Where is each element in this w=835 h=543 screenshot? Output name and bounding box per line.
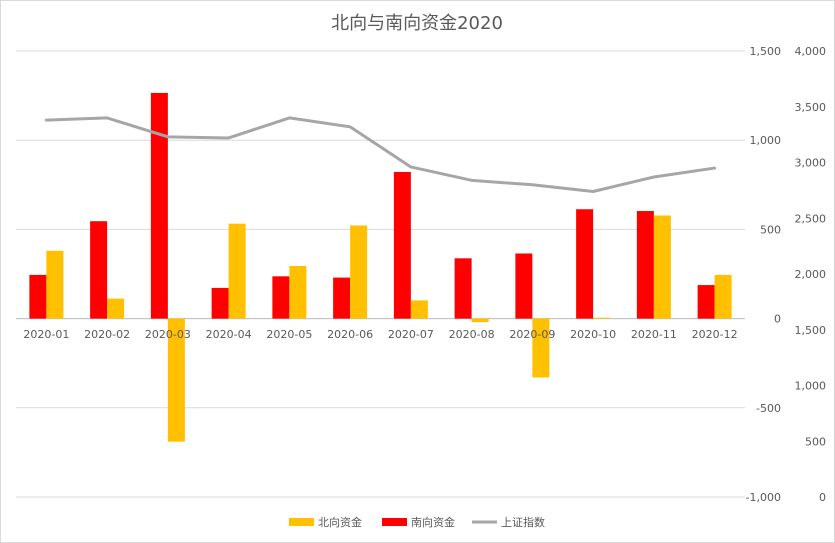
category-label: 2020-06 xyxy=(327,328,373,341)
north-bound-bar xyxy=(532,318,550,378)
north-bound-bar xyxy=(410,300,428,319)
category-label: 2020-10 xyxy=(570,328,616,341)
right-axis-tick-label: 2,500 xyxy=(795,212,827,225)
left-axis-tick-label: 1,000 xyxy=(750,134,782,147)
left-axis-tick-label: 500 xyxy=(760,223,781,236)
left-axis: -1,000 -500 0 500 1,000 1,500 xyxy=(746,45,781,504)
x-axis: 2020-01 2020-02 2020-03 2020-04 2020-05 2020-… xyxy=(23,328,737,341)
right-axis-tick-label: 3,500 xyxy=(795,101,827,114)
index-line xyxy=(44,116,717,193)
north-bound-bar xyxy=(167,318,185,442)
legend[interactable]: 北向资金 南向资金 上证指数 xyxy=(289,515,545,529)
north-bound-bar xyxy=(46,250,64,319)
category-label: 2020-03 xyxy=(145,328,191,341)
grid xyxy=(16,50,745,498)
legend-swatch xyxy=(289,518,314,526)
legend-swatch xyxy=(382,518,407,526)
north-bound-bar xyxy=(714,274,732,319)
legend-label: 上证指数 xyxy=(501,515,545,529)
legend-label: 南向资金 xyxy=(411,515,455,529)
north-bound-bar xyxy=(593,317,611,319)
south-bound-bar xyxy=(29,274,47,319)
left-axis-tick-label: 0 xyxy=(774,313,781,326)
category-label: 2020-07 xyxy=(388,328,434,341)
north-bound-bar xyxy=(107,298,125,319)
right-axis-tick-label: 500 xyxy=(805,435,826,448)
chart-title: 北向与南向资金2020 xyxy=(331,13,503,34)
right-axis-tick-label: 1,500 xyxy=(795,324,827,337)
north-bound-bar xyxy=(228,223,246,319)
south-bound-bar xyxy=(272,276,290,319)
left-axis-tick-label: -500 xyxy=(756,402,781,415)
right-axis-tick-label: 2,000 xyxy=(795,268,827,281)
south-bound-bar xyxy=(697,285,715,319)
right-axis-tick-label: 3,000 xyxy=(795,157,827,170)
category-label: 2020-02 xyxy=(84,328,130,341)
legend-label: 北向资金 xyxy=(318,515,362,529)
category-label: 2020-09 xyxy=(509,328,555,341)
right-axis: 0 500 1,000 1,500 2,000 2,500 3,000 3,500 4,000 xyxy=(795,45,827,504)
north-bound-bar xyxy=(471,318,489,323)
category-label: 2020-05 xyxy=(266,328,312,341)
south-bound-bar xyxy=(150,92,168,319)
category-label: 2020-04 xyxy=(206,328,252,341)
category-label: 2020-11 xyxy=(631,328,677,341)
south-bound-bar xyxy=(636,211,654,319)
right-axis-tick-label: 1,000 xyxy=(795,380,827,393)
right-axis-tick-label: 0 xyxy=(819,491,826,504)
south-bound-bar xyxy=(333,277,351,319)
south-bound-bar xyxy=(576,209,594,319)
south-bound-bar xyxy=(90,221,108,319)
left-axis-tick-label: -1,000 xyxy=(746,491,781,504)
bars xyxy=(29,92,732,442)
line-layer xyxy=(44,116,717,193)
north-bound-bar xyxy=(653,215,671,319)
north-bound-bar xyxy=(289,265,307,319)
south-bound-bar xyxy=(515,253,533,319)
left-axis-tick-label: 1,500 xyxy=(750,45,782,58)
south-bound-bar xyxy=(393,171,411,319)
south-bound-bar xyxy=(211,287,229,319)
category-label: 2020-01 xyxy=(23,328,69,341)
north-bound-bar xyxy=(350,225,368,319)
right-axis-tick-label: 4,000 xyxy=(795,45,827,58)
category-label: 2020-08 xyxy=(449,328,495,341)
south-bound-bar xyxy=(454,258,472,319)
category-label: 2020-12 xyxy=(692,328,738,341)
